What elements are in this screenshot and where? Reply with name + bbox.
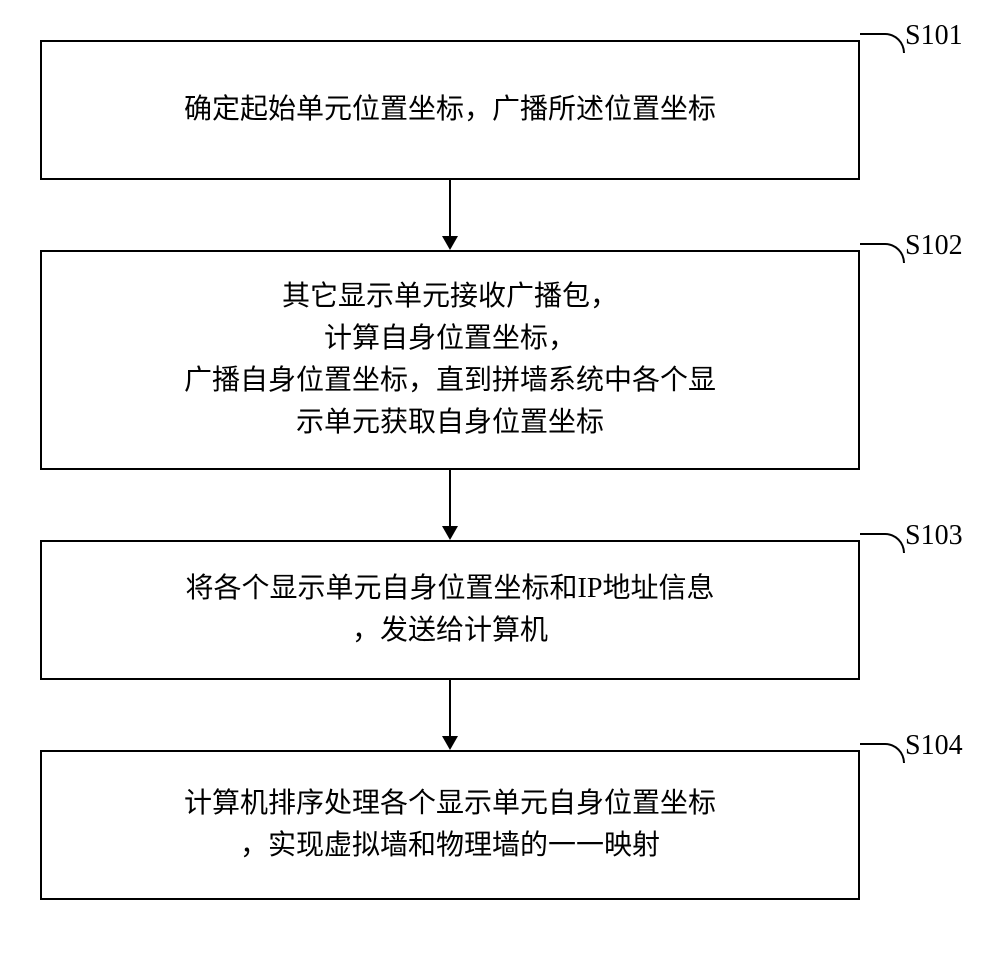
flow-node-s104: 计算机排序处理各个显示单元自身位置坐标 ，实现虚拟墙和物理墙的一一映射 [40, 750, 860, 900]
flow-node-s103: 将各个显示单元自身位置坐标和IP地址信息 ，发送给计算机 [40, 540, 860, 680]
flow-arrow [449, 680, 451, 736]
flow-node-s102: 其它显示单元接收广播包， 计算自身位置坐标， 广播自身位置坐标，直到拼墙系统中各… [40, 250, 860, 470]
flow-node-text: 将各个显示单元自身位置坐标和IP地址信息 ，发送给计算机 [186, 568, 715, 652]
flow-node-s101: 确定起始单元位置坐标，广播所述位置坐标 [40, 40, 860, 180]
leader-line-s102 [860, 243, 905, 263]
step-label-s101: S101 [905, 20, 963, 52]
arrow-head-icon [442, 526, 458, 540]
flow-node-text: 其它显示单元接收广播包， 计算自身位置坐标， 广播自身位置坐标，直到拼墙系统中各… [184, 276, 716, 444]
flowchart-canvas: 确定起始单元位置坐标，广播所述位置坐标 S101 其它显示单元接收广播包， 计算… [0, 0, 1000, 967]
step-label-s103: S103 [905, 520, 963, 552]
leader-line-s101 [860, 33, 905, 53]
arrow-head-icon [442, 236, 458, 250]
leader-line-s104 [860, 743, 905, 763]
flow-arrow [449, 470, 451, 526]
arrow-head-icon [442, 736, 458, 750]
flow-arrow [449, 180, 451, 236]
flow-node-text: 确定起始单元位置坐标，广播所述位置坐标 [184, 89, 716, 131]
leader-line-s103 [860, 533, 905, 553]
step-label-s102: S102 [905, 230, 963, 262]
step-label-s104: S104 [905, 730, 963, 762]
flow-node-text: 计算机排序处理各个显示单元自身位置坐标 ，实现虚拟墙和物理墙的一一映射 [184, 783, 716, 867]
